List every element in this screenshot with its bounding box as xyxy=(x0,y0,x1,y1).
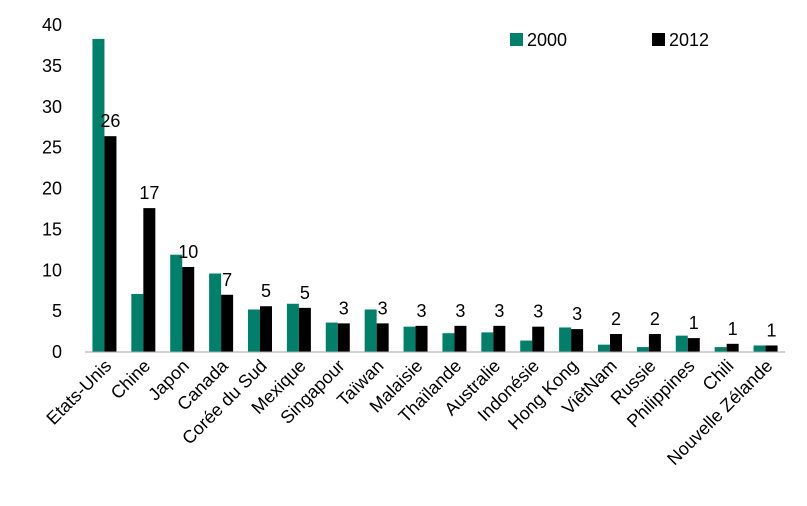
bar-2012 xyxy=(687,338,700,352)
data-label: 5 xyxy=(300,283,310,303)
data-labels-group: 26 17 10 7 5 5 3 3 3 3 3 3 3 2 2 1 1 1 xyxy=(100,111,776,340)
bar-2012 xyxy=(493,325,506,352)
data-label: 1 xyxy=(689,313,699,333)
bar-2012 xyxy=(726,343,739,352)
bar-2012 xyxy=(337,323,350,352)
bar-2012 xyxy=(532,326,545,352)
data-label: 17 xyxy=(139,183,159,203)
bar-2000 xyxy=(714,347,727,352)
bar-2000 xyxy=(559,327,572,352)
bar-2000 xyxy=(92,38,105,353)
bar-2012 xyxy=(765,345,778,352)
bar-2000 xyxy=(248,309,260,352)
bar-2000 xyxy=(520,340,533,352)
bar-2012 xyxy=(221,294,234,352)
bar-2000 xyxy=(598,344,610,352)
data-label: 3 xyxy=(339,298,349,318)
legend-swatch xyxy=(652,33,665,46)
bars-group xyxy=(92,38,778,353)
bar-2000 xyxy=(481,332,494,352)
y-tick-label: 20 xyxy=(42,179,62,199)
bar-2000 xyxy=(131,293,144,352)
bar-2000 xyxy=(364,309,377,352)
data-label: 3 xyxy=(455,301,465,321)
bar-2012 xyxy=(454,325,467,352)
data-label: 7 xyxy=(222,270,232,290)
legend: 2000 2012 xyxy=(510,30,709,50)
legend-swatch xyxy=(510,33,523,46)
bar-2012 xyxy=(376,323,389,352)
data-label: 3 xyxy=(417,301,427,321)
category-label: Chine xyxy=(107,356,154,403)
data-label: 26 xyxy=(100,111,120,131)
bar-2012 xyxy=(182,266,195,352)
data-label: 3 xyxy=(572,304,582,324)
y-tick-label: 5 xyxy=(52,301,62,321)
bar-2012 xyxy=(104,136,117,352)
bar-2012 xyxy=(298,307,311,352)
data-label: 3 xyxy=(494,301,504,321)
bar-2000 xyxy=(170,254,183,352)
y-tick-label: 10 xyxy=(42,260,62,280)
y-tick-label: 0 xyxy=(52,342,62,362)
bar-2000 xyxy=(753,345,766,352)
bar-2000 xyxy=(675,335,688,352)
bar-2000 xyxy=(286,303,299,352)
bar-2012 xyxy=(648,334,661,352)
y-tick-label: 40 xyxy=(42,15,62,35)
bar-2012 xyxy=(571,329,584,352)
data-label: 5 xyxy=(261,281,271,301)
bar-2012 xyxy=(260,306,272,352)
y-tick-label: 35 xyxy=(42,56,62,76)
data-label: 2 xyxy=(650,309,660,329)
category-label: Etats-Unis xyxy=(42,356,115,429)
y-tick-label: 30 xyxy=(42,97,62,117)
bar-2012 xyxy=(610,334,622,352)
y-tick-label: 15 xyxy=(42,219,62,239)
y-tick-label: 25 xyxy=(42,138,62,158)
y-axis: 0 5 10 15 20 25 30 35 40 xyxy=(42,15,62,362)
data-label: 2 xyxy=(611,309,621,329)
legend-label: 2000 xyxy=(527,30,567,50)
data-label: 3 xyxy=(378,298,388,318)
data-label: 1 xyxy=(728,319,738,339)
bar-2000 xyxy=(209,273,222,352)
bar-2000 xyxy=(636,347,649,352)
bar-2012 xyxy=(143,208,156,352)
bar-2000 xyxy=(403,326,416,352)
data-label: 3 xyxy=(533,302,543,322)
bar-2012 xyxy=(415,325,428,352)
bar-2000 xyxy=(325,322,338,352)
data-label: 1 xyxy=(767,320,777,340)
legend-label: 2012 xyxy=(669,30,709,50)
data-label: 10 xyxy=(178,242,198,262)
bar-2000 xyxy=(442,333,455,352)
